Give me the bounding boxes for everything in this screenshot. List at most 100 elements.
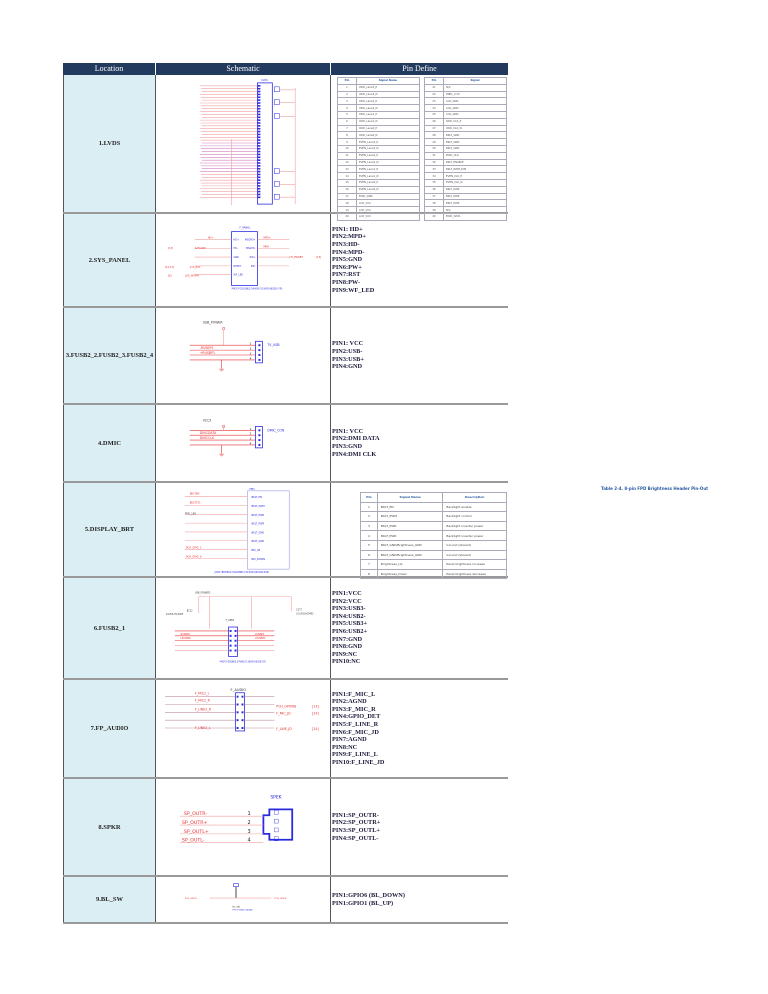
pin-marker (257, 102, 261, 104)
table-row: 23 LCD_GND (424, 97, 507, 106)
schematic-cell: LVDS (156, 75, 331, 212)
pin-name: PW- (251, 265, 256, 268)
table-cell: 3 (360, 520, 378, 532)
schematic-cell: USB_POWER 1 2 3 4 TV_USB -RUSBP1 +RUSBP1 (156, 308, 331, 403)
table-cell: ODD_Lane2_N (356, 104, 420, 112)
table-cell: ODD_CLK_N (443, 124, 507, 133)
pin-marker (274, 818, 279, 824)
pin-marker (236, 703, 239, 706)
mounting-pad (274, 113, 280, 119)
table-row: 4 BKLT_PWR Backlight inverter power (360, 530, 507, 541)
pin-name: HD- (234, 247, 239, 250)
table-cell: 2 (360, 511, 378, 522)
pin-marker (257, 130, 261, 133)
pin-marker (258, 349, 261, 352)
pin-define-line: PIN2:USB- (332, 347, 363, 355)
net-label: SP_OUTR- (184, 811, 208, 817)
table-cell: LCD_VCC (356, 206, 420, 214)
table-cell: Brightness_Up (376, 559, 444, 570)
connector-title: FPD (249, 487, 254, 491)
pin-marker (257, 193, 261, 196)
pin-marker (257, 147, 261, 150)
pin-define-line: PIN3:SP_OUTL+ (332, 827, 381, 834)
pin-marker (258, 439, 261, 442)
pin-number: 1 (247, 811, 250, 817)
pin-define-line: PIN1:GPIO1 (BL_UP) (332, 899, 394, 907)
pin-marker (257, 185, 261, 187)
table-row: 2.SYS_PANEL F_PANEL HD+ HD- GND RESET WF_LED M… (63, 214, 508, 308)
pin-define-line: PIN8:NC (332, 743, 358, 751)
column-header: Pin (424, 77, 444, 85)
table-cell: 39 (424, 206, 444, 214)
pin-define-line: PIN9:NC (332, 650, 358, 658)
table-row: 12 EVEN_Lane2_N (337, 158, 420, 167)
table-cell: ODD_CLK_P (443, 117, 507, 126)
pin-define-line: PIN7:GND (332, 635, 363, 643)
pin-number: 1 (249, 342, 251, 346)
location-cell: 2.SYS_PANEL (63, 214, 156, 306)
pin-marker (257, 113, 261, 116)
location-cell: 6.FUSB2_1 (63, 578, 156, 678)
location-cell: 3.FUSB2_2.FUSB2_3.FUSB2_4 (63, 308, 156, 403)
pin-marker (257, 110, 261, 113)
table-cell: Brightness_Down (376, 568, 444, 580)
table-row: 11 EVEN_Lane2_P (337, 151, 420, 160)
mounting-pad (274, 99, 280, 105)
connector-title: DMIC_CON (267, 428, 285, 432)
connector-title: BL_SW (233, 906, 241, 909)
table-row: 15 EVEN_Lane0_P (337, 178, 420, 187)
table-row: 3 ODD_Lane2_P (337, 97, 420, 106)
table-cell: 14 (337, 172, 357, 180)
table-row: 32 BKLT_ENABLE (424, 158, 507, 167)
table-cell: EVEN_Lane3_N (356, 144, 420, 153)
table-cell: ODD_Lane0_P (356, 124, 420, 133)
connector-body (235, 692, 245, 732)
table-cell: LCD_GND (443, 104, 507, 112)
table-cell: BKLT_ENABLE (443, 158, 507, 167)
table-row: 40 EDID_DATA (424, 212, 507, 221)
part-number: PHD*5*2S0BK2.54VAD(*119HD-05028-7)R (220, 660, 267, 663)
brt-pin-table: Pin Signal Name Description 1 BKLT_EN Backlig… (360, 492, 507, 580)
table-cell: BKLT_GND (443, 144, 507, 153)
table-cell: EDID_GND (356, 192, 420, 201)
pin-name: BRI_DOWN (251, 557, 265, 561)
pin-marker (229, 644, 232, 647)
pin-marker (274, 827, 279, 833)
pin-define-line: PIN1:GPIO6 (BL_DOWN) (332, 891, 405, 899)
pin-name: GND (234, 256, 240, 259)
pin-define-line: PIN4:SP_OUTL- (332, 834, 379, 842)
table-cell: BKLT_PWM (376, 511, 444, 522)
table-cell: BKLT_PWM_DIM (443, 165, 507, 174)
pin-define-cell: PIN1: VCC PIN2:USB- PIN3:USB+ PIN4:GND (331, 308, 508, 403)
table-cell: EVEN_Lane1_P (356, 165, 420, 174)
table-row: 16 EVEN_Lane0_N (337, 185, 420, 194)
net-label: -RUSBP0 (180, 633, 190, 636)
net-label: PCH_GPIO68 (276, 704, 296, 708)
pin-marker (257, 107, 261, 110)
pin-define-line: PIN4:GPIO_DET (332, 713, 381, 721)
schematic-diagram: SPEK 1 SP_OUTR- 2 SP_OUTR+ 3 SP_OUTL+ 4 SP_OUTL- (179, 795, 294, 844)
table-cell: 24 (424, 104, 444, 112)
power-symbol (222, 327, 226, 331)
part-number: PH*1*2BK2.54VAD (233, 909, 253, 912)
brt-table-title: Table 2-4. 8-pin FPD Brightness Header P… (601, 486, 709, 491)
pin-name: BKLT_PWR (251, 513, 264, 517)
pin-define-line: PIN9:WF_LED (332, 286, 375, 294)
table-row: 6.FUSB2_1 USB_POWER2 BC12 10uF/6.3V/1005 C1… (63, 578, 508, 680)
table-cell: EVEN_Lane0_N (356, 185, 420, 194)
location-cell: 9.BL_SW (63, 877, 156, 922)
table-cell: 12 (337, 158, 357, 167)
pin-define-line: PIN4:GND (332, 363, 363, 371)
pin-number: 1 (249, 427, 251, 431)
lvds-pin-table: Pin Signal 21 N/C 22 PNEL_3.3V 23 LCD_GND 24 LCD_… (424, 77, 507, 221)
header-schematic: Schematic (156, 63, 331, 75)
table-cell: EVEN_CLK_N (443, 178, 507, 187)
table-row: 20 LCD_VCC (337, 212, 420, 221)
net-label: F_LINE2_R (195, 707, 212, 711)
connector-body (231, 231, 258, 286)
net-label: +RUSBP2 (254, 637, 266, 640)
table-cell: EVEN_Lane2_N (356, 158, 420, 167)
power-label: USB_POWER (203, 321, 224, 325)
